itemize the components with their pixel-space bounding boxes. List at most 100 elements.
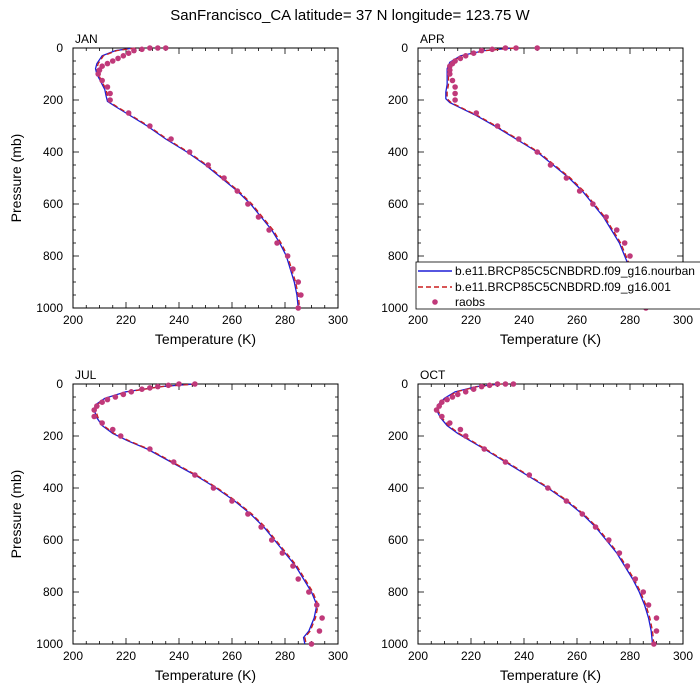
raobs-point <box>120 391 127 398</box>
raobs-point <box>295 305 302 311</box>
raobs-point <box>547 162 554 168</box>
series-raobs <box>95 45 304 311</box>
series-raobs <box>91 381 325 647</box>
raobs-point <box>205 162 211 168</box>
raobs-point <box>192 472 198 478</box>
x-axis-title: Temperature (K) <box>500 667 601 683</box>
raobs-point <box>99 77 105 84</box>
raobs-point <box>210 485 217 491</box>
raobs-point <box>290 266 296 272</box>
x-tick-label: 220 <box>116 649 136 663</box>
raobs-point <box>627 253 633 259</box>
raobs-point <box>462 53 469 59</box>
y-tick-label: 0 <box>56 41 63 55</box>
raobs-point <box>245 511 251 517</box>
raobs-point <box>147 123 153 129</box>
raobs-point <box>563 498 570 504</box>
raobs-point <box>314 602 320 608</box>
raobs-point <box>131 47 137 54</box>
x-tick-label: 260 <box>222 649 242 663</box>
panel-label-jul: JUL <box>75 368 97 382</box>
y-tick-label: 800 <box>388 585 408 599</box>
y-tick-label: 200 <box>388 429 408 443</box>
raobs-point <box>168 136 174 142</box>
y-tick-label: 1000 <box>381 637 408 651</box>
raobs-point <box>545 485 551 491</box>
raobs-point <box>653 628 660 634</box>
x-tick-label: 280 <box>620 313 640 327</box>
legend-label-raobs: raobs <box>455 295 485 309</box>
x-tick-label: 300 <box>328 649 348 663</box>
x-tick-label: 280 <box>275 649 295 663</box>
raobs-point <box>452 84 458 90</box>
x-tick-label: 280 <box>620 649 640 663</box>
raobs-point <box>576 188 583 194</box>
legend-box <box>415 261 700 310</box>
raobs-point <box>640 589 647 595</box>
raobs-point <box>494 381 501 387</box>
raobs-point <box>449 77 456 84</box>
y-tick-label: 0 <box>401 41 408 55</box>
raobs-point <box>170 459 177 465</box>
x-tick-label: 240 <box>169 313 189 327</box>
raobs-point <box>606 537 612 543</box>
raobs-point <box>462 389 469 395</box>
raobs-point <box>651 641 657 647</box>
raobs-point <box>104 84 111 90</box>
y-axis-title: Pressure (mb) <box>8 470 24 559</box>
y-axis-title: Pressure (mb) <box>8 134 24 223</box>
raobs-point <box>447 71 453 77</box>
raobs-point <box>295 279 302 285</box>
series-line-nourban <box>94 47 299 309</box>
raobs-point <box>478 383 485 390</box>
panel-label-oct: OCT <box>420 368 446 382</box>
y-tick-label: 200 <box>43 429 63 443</box>
raobs-point <box>229 498 235 504</box>
raobs-point <box>590 201 596 207</box>
x-tick-label: 240 <box>514 649 534 663</box>
y-tick-label: 800 <box>388 249 408 263</box>
raobs-point <box>621 240 628 246</box>
raobs-point <box>526 472 533 478</box>
raobs-point <box>245 201 251 207</box>
x-tick-label: 240 <box>514 313 534 327</box>
x-tick-label: 300 <box>673 649 693 663</box>
raobs-point <box>447 63 453 69</box>
x-tick-label: 260 <box>567 649 587 663</box>
y-tick-label: 800 <box>43 585 63 599</box>
y-tick-label: 800 <box>43 249 63 263</box>
raobs-point <box>128 389 135 395</box>
raobs-point <box>489 46 496 53</box>
plot-frame-oct <box>417 383 684 645</box>
raobs-point <box>513 45 519 51</box>
raobs-point <box>452 90 458 97</box>
x-tick-label: 200 <box>408 313 428 327</box>
raobs-point <box>120 53 127 59</box>
raobs-point <box>534 45 541 51</box>
legend-marker-raobs <box>432 299 438 305</box>
x-tick-label: 260 <box>567 313 587 327</box>
raobs-point <box>125 110 132 116</box>
raobs-point <box>481 446 488 452</box>
raobs-point <box>592 524 599 530</box>
raobs-point <box>449 394 456 400</box>
x-tick-label: 200 <box>63 649 83 663</box>
x-axis-title: Temperature (K) <box>500 331 601 347</box>
y-tick-label: 400 <box>388 481 408 495</box>
raobs-point <box>192 381 198 387</box>
y-tick-label: 400 <box>388 145 408 159</box>
raobs-point <box>306 589 312 595</box>
panel-jan: 200 220 240 260 280 300 0 200 400 600 800 1000 JAN Te… <box>8 32 348 347</box>
raobs-point <box>91 407 97 413</box>
y-tick-label: 400 <box>43 481 63 495</box>
raobs-point <box>258 524 264 530</box>
raobs-point <box>99 420 105 426</box>
raobs-point <box>486 382 493 389</box>
panel-jul: 200 220 240 260 280 300 0 200 400 600 800 1000 JUL Te… <box>8 368 348 683</box>
legend: b.e11.BRCP85C5CNBDRD.f09_g16.nourban b.e… <box>415 261 700 310</box>
series-raobs <box>433 381 660 647</box>
panel-label-apr: APR <box>420 32 445 46</box>
figure-title: SanFrancisco_CA latitude= 37 N longitude… <box>170 7 530 24</box>
legend-label-001: b.e11.BRCP85C5CNBDRD.f09_g16.001 <box>455 280 671 294</box>
raobs-point <box>99 399 105 406</box>
